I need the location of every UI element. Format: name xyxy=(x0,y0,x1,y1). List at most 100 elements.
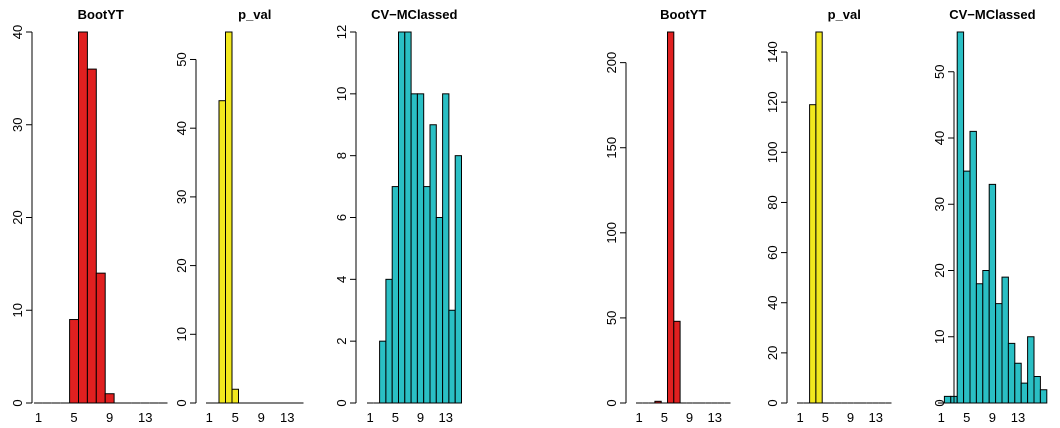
y-tick-label: 80 xyxy=(765,195,780,209)
histogram-bar xyxy=(1001,276,1009,404)
y-tick-label: 40 xyxy=(10,25,25,39)
x-tick-label: 5 xyxy=(963,410,970,425)
histogram-bar xyxy=(398,31,406,404)
x-tick-label: 9 xyxy=(417,410,424,425)
histogram-bar xyxy=(1039,389,1048,404)
y-tick-label: 0 xyxy=(932,399,947,406)
panel-title: p_val xyxy=(828,7,861,22)
y-tick-label: 40 xyxy=(174,121,189,135)
histogram-bar xyxy=(982,270,990,404)
histogram-bar xyxy=(654,400,662,404)
x-tick-label: 13 xyxy=(439,410,453,425)
y-tick-label: 100 xyxy=(604,222,619,244)
panel-title: BootYT xyxy=(78,7,124,22)
x-tick-label: 5 xyxy=(232,410,239,425)
histogram-bar xyxy=(442,93,450,404)
y-tick-label: 30 xyxy=(174,190,189,204)
y-tick-label: 50 xyxy=(174,52,189,66)
y-tick-label: 60 xyxy=(765,245,780,259)
x-tick-label: 9 xyxy=(686,410,693,425)
histogram-bar xyxy=(963,170,971,404)
histogram-bar xyxy=(1027,336,1035,404)
histogram-bar xyxy=(379,340,387,404)
histogram-bar xyxy=(815,31,823,404)
y-tick-label: 30 xyxy=(932,197,947,211)
y-tick-label: 20 xyxy=(10,210,25,224)
x-tick-label: 9 xyxy=(106,410,113,425)
histogram-bar xyxy=(423,186,431,404)
histogram-bar xyxy=(218,100,226,404)
panel-title: CV−MClassed xyxy=(371,7,457,22)
histogram-bar xyxy=(435,217,444,404)
x-tick-label: 13 xyxy=(138,410,152,425)
y-tick-label: 0 xyxy=(174,399,189,406)
x-tick-label: 1 xyxy=(206,410,213,425)
panel-title: p_val xyxy=(238,7,271,22)
y-tick-label: 140 xyxy=(765,41,780,63)
y-tick-label: 40 xyxy=(932,131,947,145)
x-tick-label: 1 xyxy=(938,410,945,425)
histogram-bar xyxy=(231,388,239,404)
histogram-bar xyxy=(673,320,681,404)
y-tick-label: 0 xyxy=(765,399,780,406)
y-tick-label: 10 xyxy=(10,303,25,317)
x-tick-label: 13 xyxy=(1011,410,1025,425)
histogram-bar xyxy=(454,155,463,404)
y-tick-label: 100 xyxy=(765,141,780,163)
y-tick-label: 0 xyxy=(10,399,25,406)
y-tick-label: 50 xyxy=(604,311,619,325)
histogram-bar xyxy=(95,272,106,404)
x-tick-label: 1 xyxy=(367,410,374,425)
x-tick-label: 5 xyxy=(392,410,399,425)
histogram-bar xyxy=(956,31,965,404)
histogram-bar xyxy=(1020,382,1029,404)
y-tick-label: 30 xyxy=(10,118,25,132)
histogram-bar xyxy=(69,319,79,404)
y-tick-label: 0 xyxy=(604,399,619,406)
x-tick-label: 1 xyxy=(35,410,42,425)
histogram-bar xyxy=(1014,362,1022,404)
histogram-bar xyxy=(1033,376,1041,404)
y-tick-label: 10 xyxy=(334,87,349,101)
histogram-bar xyxy=(448,309,456,404)
histogram-bar xyxy=(416,93,425,404)
y-tick-label: 0 xyxy=(334,399,349,406)
histogram-bar xyxy=(667,31,675,404)
x-tick-label: 9 xyxy=(847,410,854,425)
x-tick-label: 1 xyxy=(636,410,643,425)
y-tick-label: 150 xyxy=(604,137,619,159)
x-tick-label: 5 xyxy=(661,410,668,425)
y-tick-label: 12 xyxy=(334,25,349,39)
x-tick-label: 13 xyxy=(280,410,294,425)
histogram-bar xyxy=(86,68,97,404)
y-tick-label: 8 xyxy=(334,152,349,159)
y-tick-label: 6 xyxy=(334,214,349,221)
y-tick-label: 40 xyxy=(765,295,780,309)
x-tick-label: 9 xyxy=(258,410,265,425)
panel-title: CV−MClassed xyxy=(949,7,1035,22)
y-tick-label: 10 xyxy=(932,330,947,344)
y-tick-label: 120 xyxy=(765,91,780,113)
y-tick-label: 20 xyxy=(932,263,947,277)
histogram-bar xyxy=(975,283,984,404)
x-tick-label: 13 xyxy=(708,410,722,425)
y-tick-label: 2 xyxy=(334,338,349,345)
y-tick-label: 10 xyxy=(174,327,189,341)
y-tick-label: 50 xyxy=(932,65,947,79)
histogram-bar xyxy=(1007,342,1016,404)
histogram-bar xyxy=(995,303,1003,404)
panel-title: BootYT xyxy=(660,7,706,22)
y-tick-label: 20 xyxy=(174,258,189,272)
histogram-bar xyxy=(988,183,997,404)
histogram-bar xyxy=(385,278,393,404)
histogram-bar xyxy=(391,186,400,404)
x-tick-label: 1 xyxy=(797,410,804,425)
histogram-bar xyxy=(809,104,817,404)
y-tick-label: 4 xyxy=(334,276,349,283)
histogram-bar xyxy=(404,31,412,404)
histogram-bar xyxy=(410,93,418,404)
histogram-bar xyxy=(225,31,233,404)
x-tick-label: 5 xyxy=(70,410,77,425)
x-tick-label: 13 xyxy=(869,410,883,425)
